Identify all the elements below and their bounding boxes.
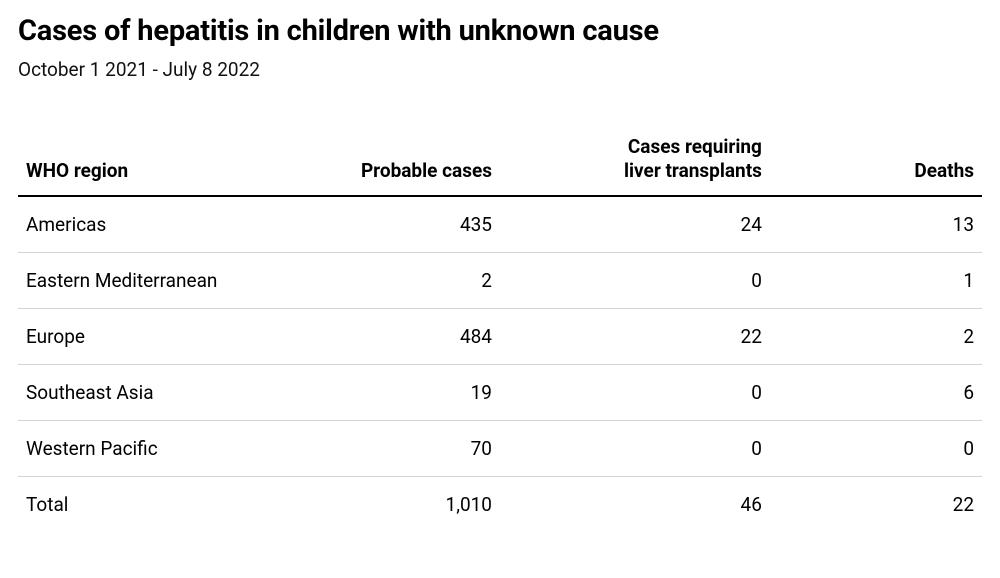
cell-probable: 484 <box>288 308 500 364</box>
cell-deaths: 22 <box>770 476 982 532</box>
cell-transplants: 0 <box>500 252 770 308</box>
cell-probable: 2 <box>288 252 500 308</box>
cell-deaths: 13 <box>770 196 982 253</box>
table-row: Americas 435 24 13 <box>18 196 982 253</box>
cell-region: Eastern Mediterranean <box>18 252 288 308</box>
cell-transplants: 46 <box>500 476 770 532</box>
cell-probable: 70 <box>288 420 500 476</box>
table-row: Southeast Asia 19 0 6 <box>18 364 982 420</box>
cell-deaths: 1 <box>770 252 982 308</box>
data-table: WHO region Probable cases Cases requirin… <box>18 129 982 532</box>
date-range: October 1 2021 - July 8 2022 <box>18 58 982 81</box>
cell-deaths: 6 <box>770 364 982 420</box>
cell-transplants: 0 <box>500 364 770 420</box>
table-total-row: Total 1,010 46 22 <box>18 476 982 532</box>
table-row: Western Pacific 70 0 0 <box>18 420 982 476</box>
col-header-probable: Probable cases <box>288 129 500 195</box>
cell-transplants: 22 <box>500 308 770 364</box>
table-row: Eastern Mediterranean 2 0 1 <box>18 252 982 308</box>
cell-probable: 1,010 <box>288 476 500 532</box>
page-title: Cases of hepatitis in children with unkn… <box>18 14 982 48</box>
cell-transplants: 0 <box>500 420 770 476</box>
cell-region: Southeast Asia <box>18 364 288 420</box>
cell-probable: 19 <box>288 364 500 420</box>
cell-region: Europe <box>18 308 288 364</box>
cell-deaths: 0 <box>770 420 982 476</box>
table-row: Europe 484 22 2 <box>18 308 982 364</box>
col-header-transplants: Cases requiring liver transplants <box>500 129 770 195</box>
table-header-row: WHO region Probable cases Cases requirin… <box>18 129 982 195</box>
cell-region: Western Pacific <box>18 420 288 476</box>
cell-probable: 435 <box>288 196 500 253</box>
cell-region: Americas <box>18 196 288 253</box>
cell-transplants: 24 <box>500 196 770 253</box>
col-header-region: WHO region <box>18 129 288 195</box>
cell-region: Total <box>18 476 288 532</box>
col-header-deaths: Deaths <box>770 129 982 195</box>
cell-deaths: 2 <box>770 308 982 364</box>
